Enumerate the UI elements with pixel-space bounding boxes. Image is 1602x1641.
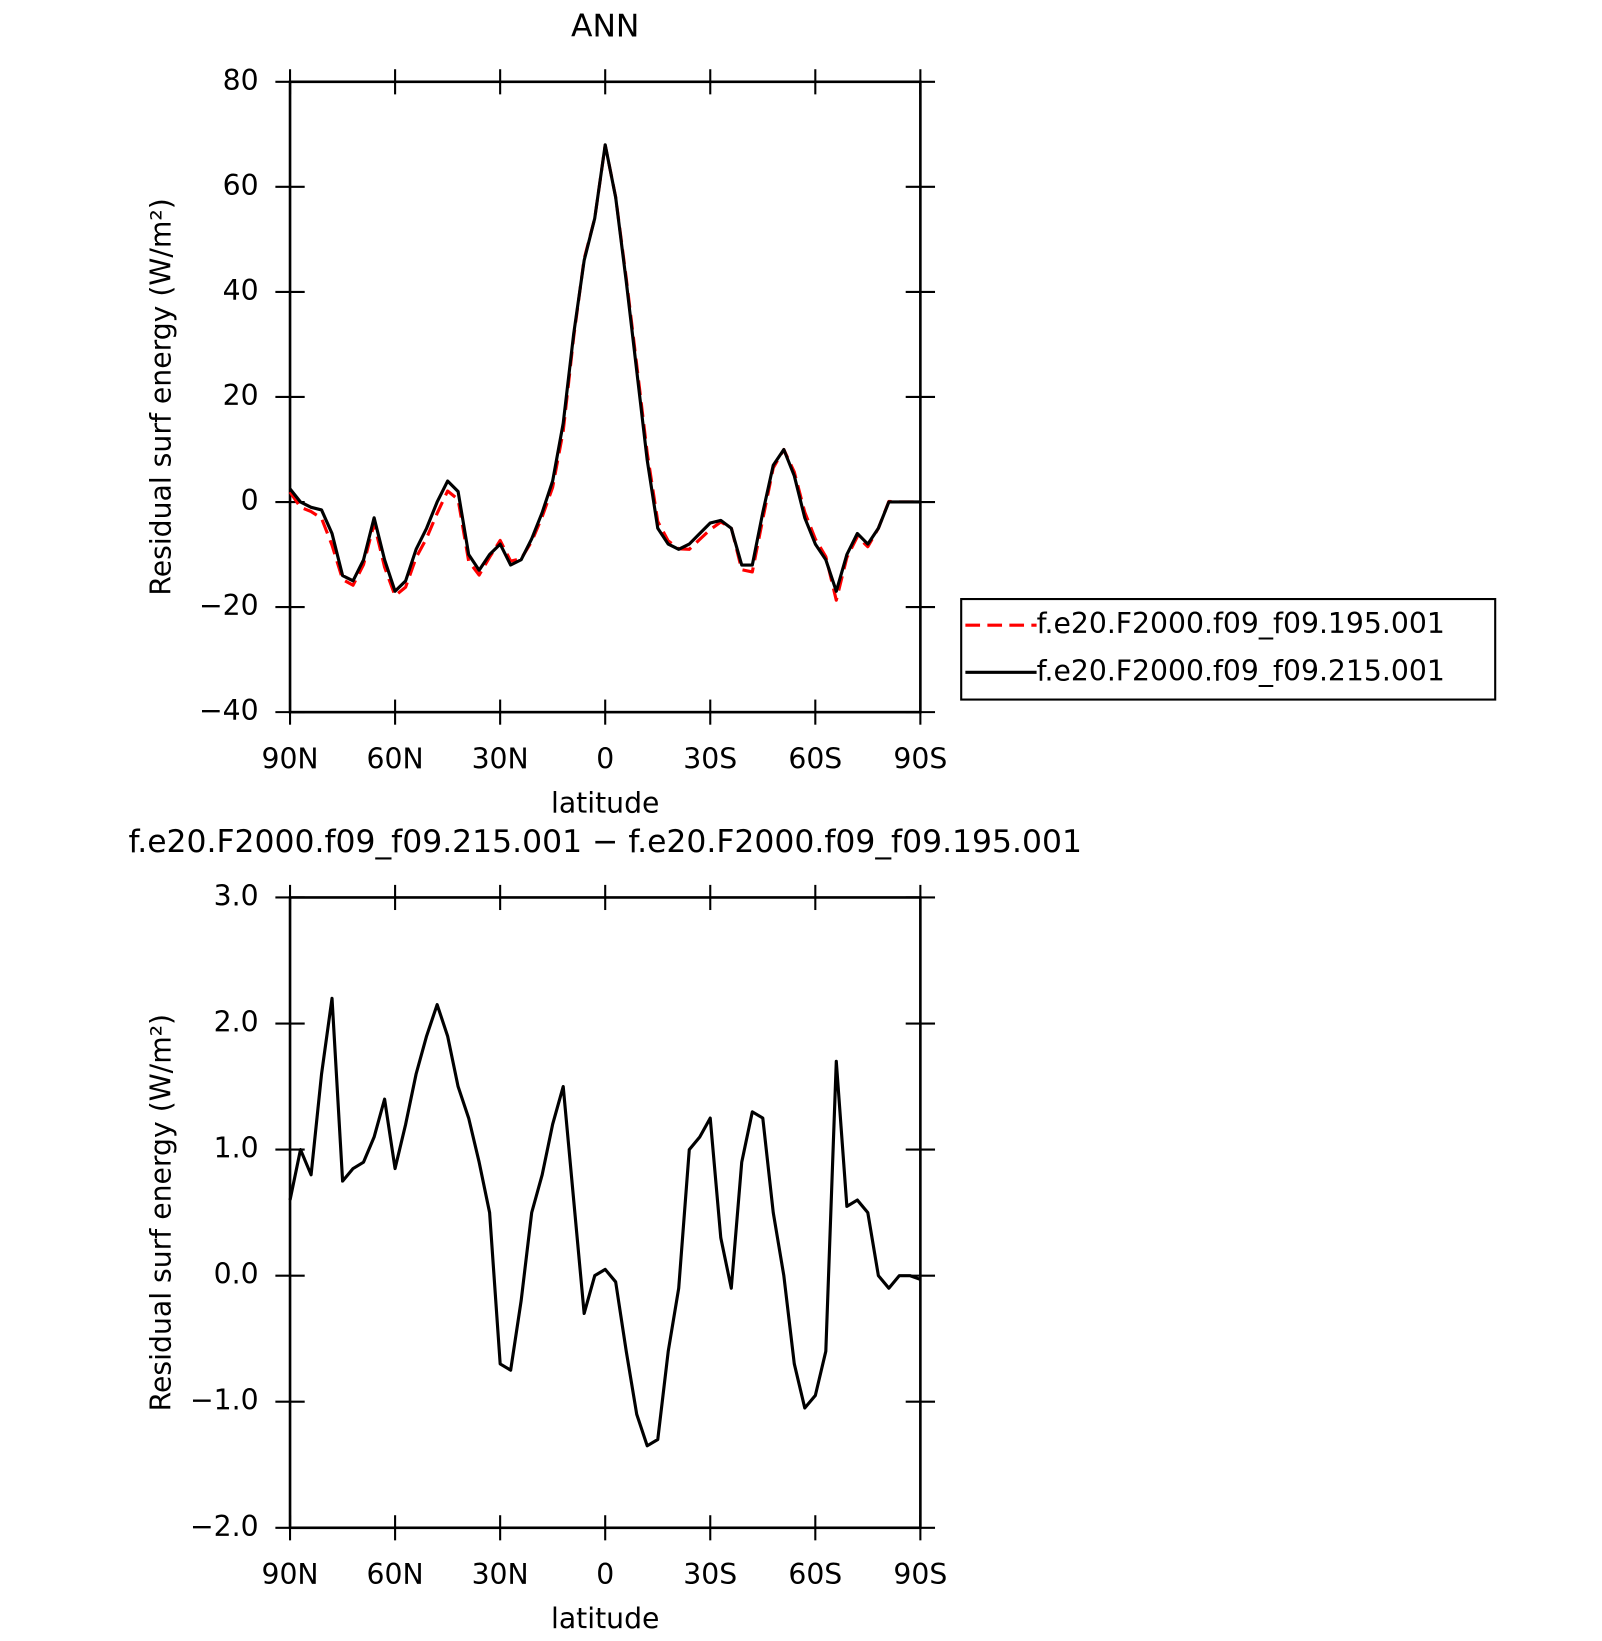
x-tick-label: 60S [788,742,842,775]
x-tick-label: 90N [261,742,318,775]
x-tick-label: 30S [683,742,737,775]
y-tick-label: 0 [241,484,259,517]
y-tick-label: 20 [223,379,259,412]
y-tick-label: 40 [223,274,259,307]
y-tick-label: 0.0 [214,1258,259,1291]
plot-frame [288,896,922,1530]
y-axis-label: Residual surf energy (W/m²) [144,198,177,595]
x-tick-label: 30S [683,1558,737,1591]
x-axis-label: latitude [551,786,659,819]
x-tick-label: 30N [472,1558,529,1591]
y-tick-label: 3.0 [214,879,259,912]
y-tick-label: 1.0 [214,1132,259,1165]
chart-title: f.e20.F2000.f09_f09.215.001 − f.e20.F200… [128,824,1081,860]
x-axis-label: latitude [551,1602,659,1635]
legend-label: f.e20.F2000.f09_f09.215.001 [1037,654,1445,687]
legend-box [960,598,1497,701]
x-tick-label: 60N [367,1558,424,1591]
x-tick-label: 90S [893,742,947,775]
legend-label: f.e20.F2000.f09_f09.195.001 [1037,607,1445,640]
x-tick-label: 60S [788,1558,842,1591]
x-tick-label: 0 [596,1558,614,1591]
data-line [288,143,921,593]
y-tick-label: −40 [199,694,259,727]
y-tick-label: 80 [223,64,259,97]
x-tick-label: 60N [367,742,424,775]
x-tick-label: 30N [472,742,529,775]
y-tick-label: −1.0 [190,1384,259,1417]
chart-title: ANN [571,8,639,44]
data-line [288,143,921,602]
x-tick-label: 90N [261,1558,318,1591]
data-line [288,996,921,1448]
y-tick-label: −20 [199,589,259,622]
y-axis-label: Residual surf energy (W/m²) [144,1014,177,1411]
y-tick-label: 2.0 [214,1006,259,1039]
x-tick-label: 90S [893,1558,947,1591]
x-tick-label: 0 [596,742,614,775]
plot-frame [288,80,922,714]
y-tick-label: 60 [223,169,259,202]
y-tick-label: −2.0 [190,1510,259,1543]
